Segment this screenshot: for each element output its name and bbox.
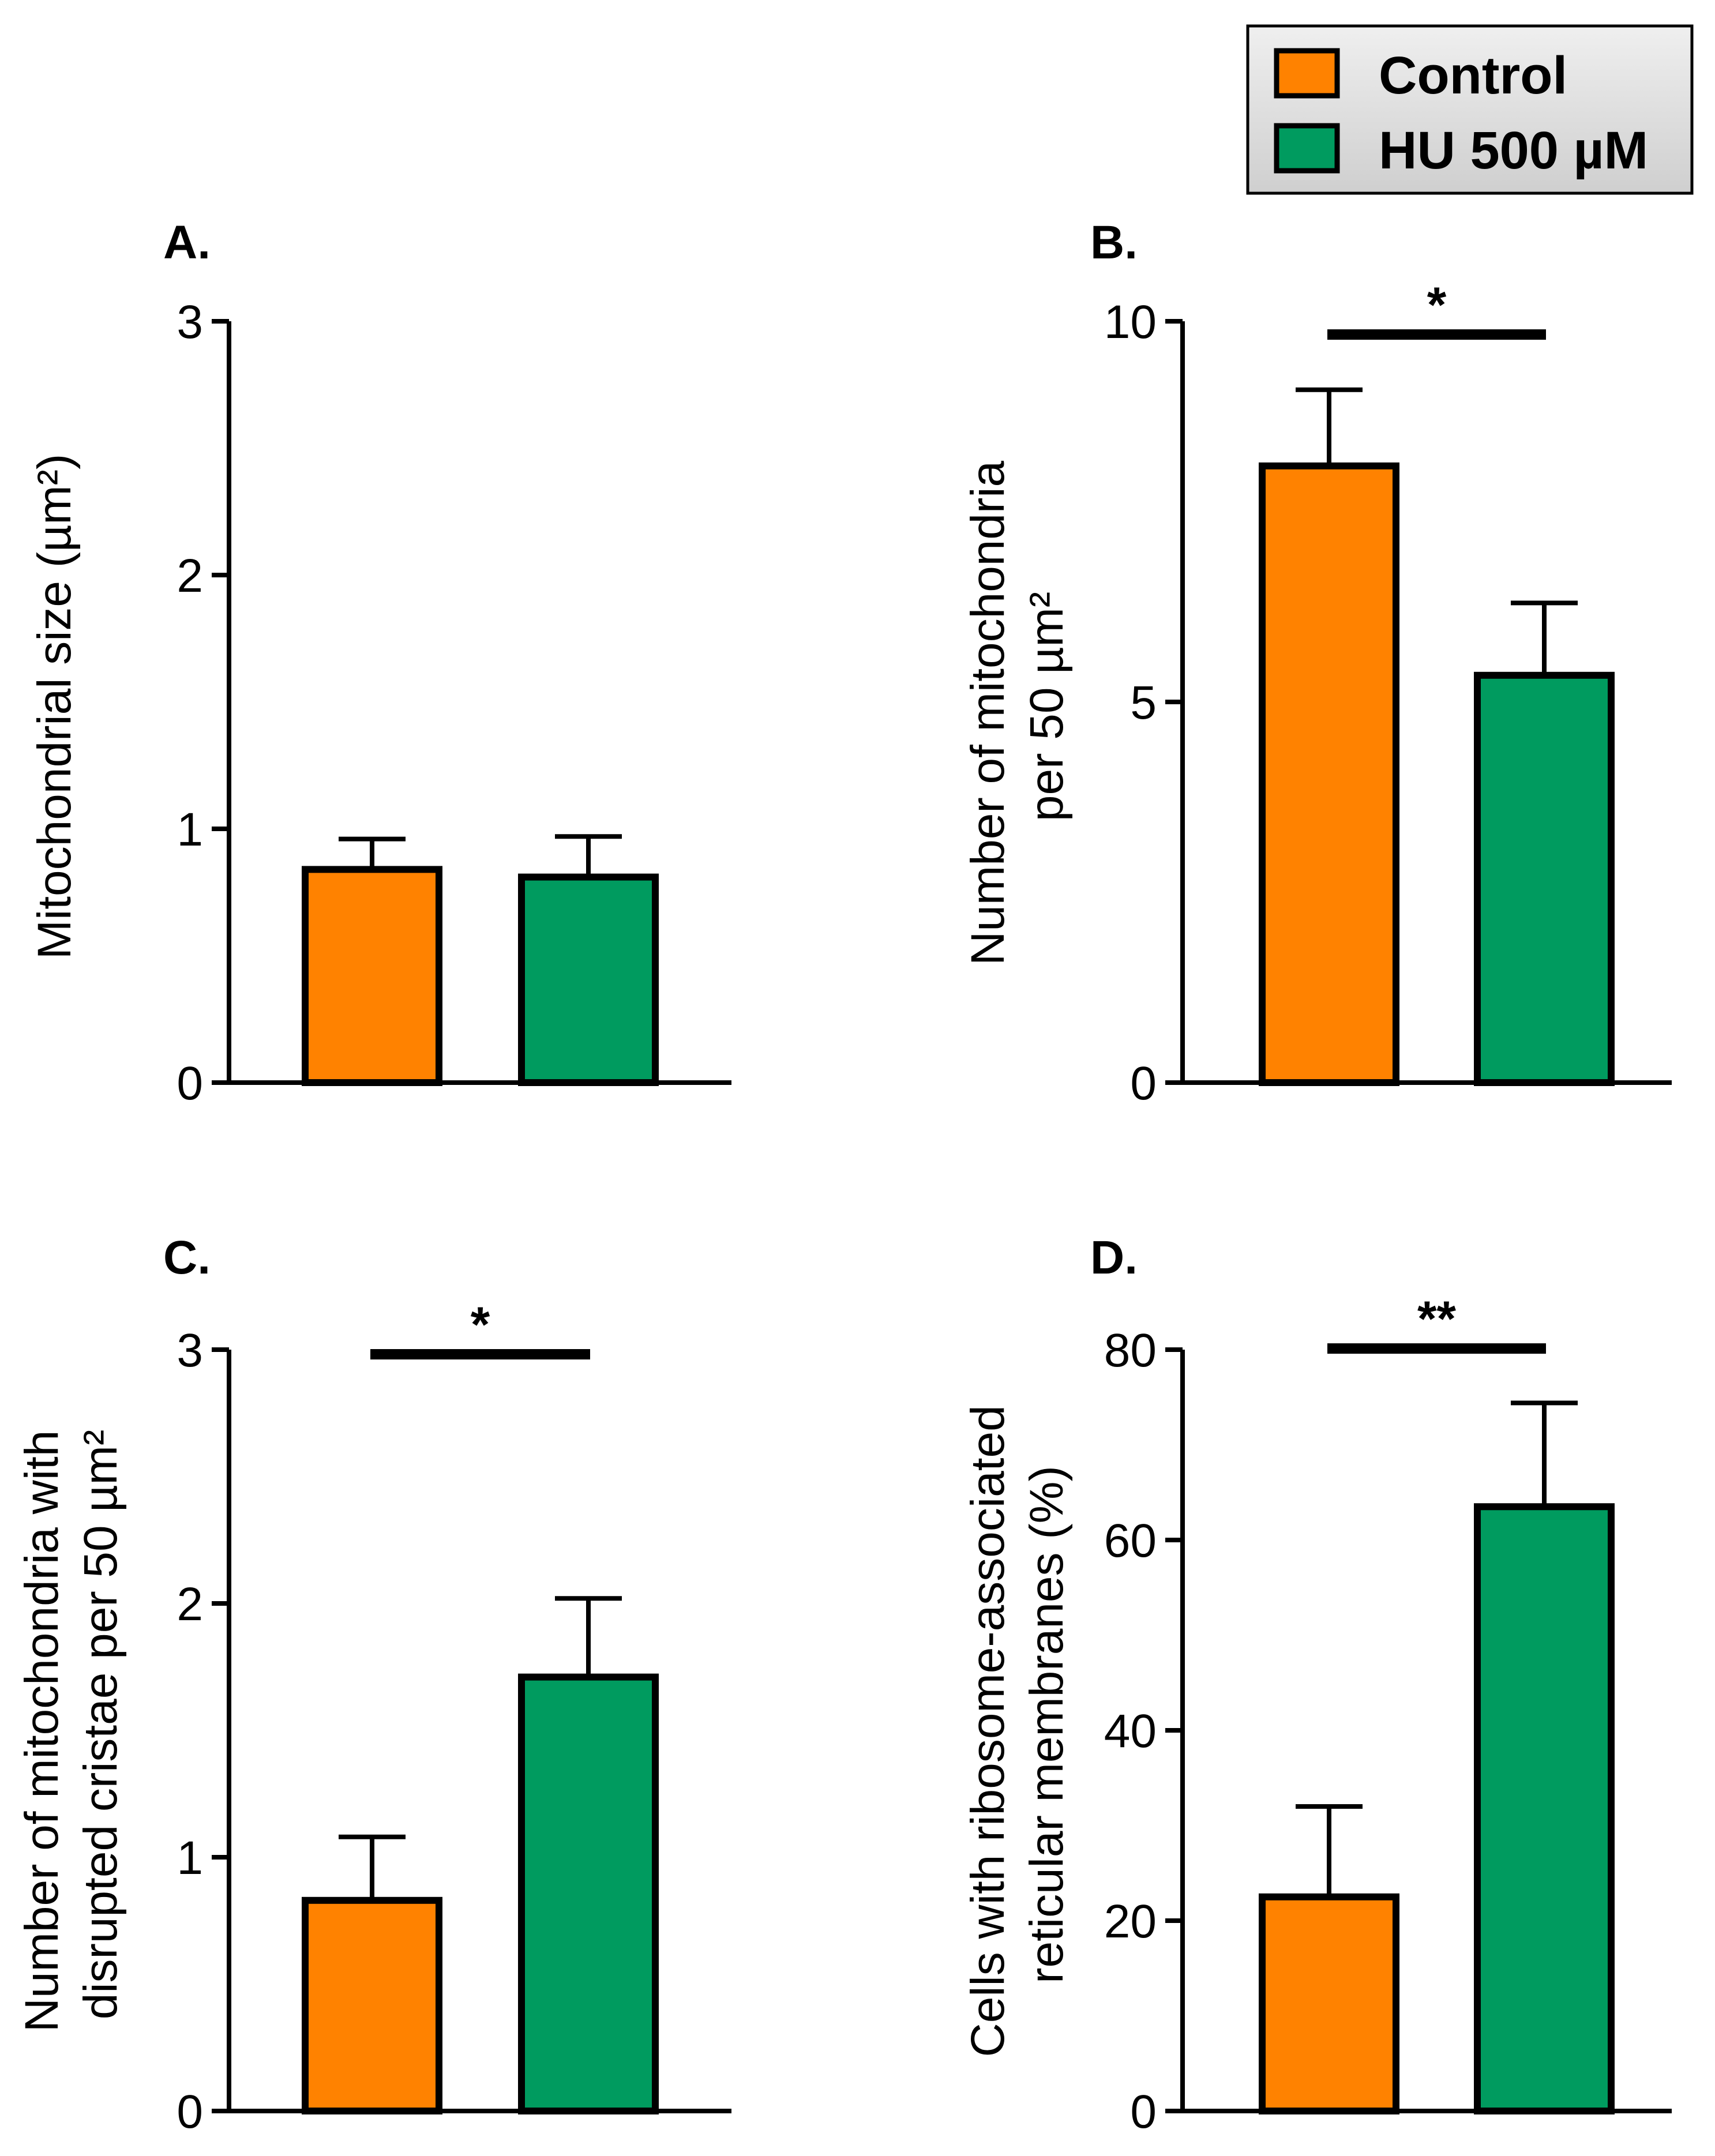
y-tick-label: 0 xyxy=(1130,1057,1157,1110)
y-tick-label: 1 xyxy=(177,803,203,856)
panel-label: C. xyxy=(163,1231,211,1284)
y-axis-label-line-2: reticular membranes (%) xyxy=(1020,1466,1073,1984)
y-tick-label: 3 xyxy=(177,1324,203,1377)
significance-marker: * xyxy=(1427,277,1447,333)
y-tick-label: 2 xyxy=(177,550,203,602)
y-tick-label: 20 xyxy=(1104,1895,1157,1948)
y-tick-label: 40 xyxy=(1104,1705,1157,1757)
y-axis-label-line-2: disrupted cristae per 50 µm² xyxy=(74,1430,127,2020)
panel-label: A. xyxy=(163,216,211,269)
legend: Control HU 500 µM xyxy=(1246,24,1694,195)
y-axis-label-line-2: per 50 µm² xyxy=(1020,592,1073,821)
y-axis-label-line-1: Number of mitochondria xyxy=(962,460,1014,965)
panel-d: D. Cells with ribosome-associated reticu… xyxy=(962,1231,1672,2138)
y-axis-label: Mitochondrial size (µm²) xyxy=(28,454,81,960)
bar-hu xyxy=(518,1673,659,2115)
y-tick-label: 3 xyxy=(177,296,203,348)
significance-marker: * xyxy=(471,1297,490,1353)
y-tick-label: 10 xyxy=(1104,296,1157,348)
y-axis-label: Cells with ribosome-associated reticular… xyxy=(962,1392,1073,2057)
legend-label-control: Control xyxy=(1379,46,1567,105)
panel-label: D. xyxy=(1090,1231,1138,1284)
panel-label: B. xyxy=(1090,216,1138,269)
panel-c: C. Number of mitochondria with disrupted… xyxy=(16,1231,731,2138)
bar-control xyxy=(1259,1893,1399,2114)
y-tick-label: 5 xyxy=(1130,677,1157,729)
panel-b: B. Number of mitochondria per 50 µm² 0 5 1… xyxy=(962,216,1672,1110)
y-tick-label: 0 xyxy=(1130,2086,1157,2138)
bar-control xyxy=(302,1896,442,2115)
legend-label-hu: HU 500 µM xyxy=(1379,121,1648,180)
y-tick-label: 60 xyxy=(1104,1515,1157,1567)
legend-swatch-hu xyxy=(1274,123,1340,174)
y-tick-label: 0 xyxy=(177,2086,203,2138)
bar-hu xyxy=(1474,671,1615,1087)
y-tick-label: 2 xyxy=(177,1578,203,1631)
panel-a: A. Mitochondrial size (µm²) 0 1 2 3 xyxy=(28,216,731,1110)
bar-hu xyxy=(518,873,659,1086)
y-axis-label-line-1: Number of mitochondria with xyxy=(16,1430,68,2033)
y-axis-label: Number of mitochondria with disrupted cr… xyxy=(16,1417,127,2032)
significance-marker: ** xyxy=(1417,1291,1456,1347)
legend-swatch-control xyxy=(1274,48,1340,99)
y-axis-label-line-1: Cells with ribosome-associated xyxy=(962,1405,1014,2057)
bar-hu xyxy=(1474,1503,1615,2114)
bar-control xyxy=(302,866,442,1087)
y-tick-label: 1 xyxy=(177,1832,203,1884)
bar-control xyxy=(1259,462,1399,1086)
y-tick-label: 0 xyxy=(177,1057,203,1110)
y-tick-label: 80 xyxy=(1104,1324,1157,1377)
y-axis-label: Number of mitochondria per 50 µm² xyxy=(962,448,1073,966)
